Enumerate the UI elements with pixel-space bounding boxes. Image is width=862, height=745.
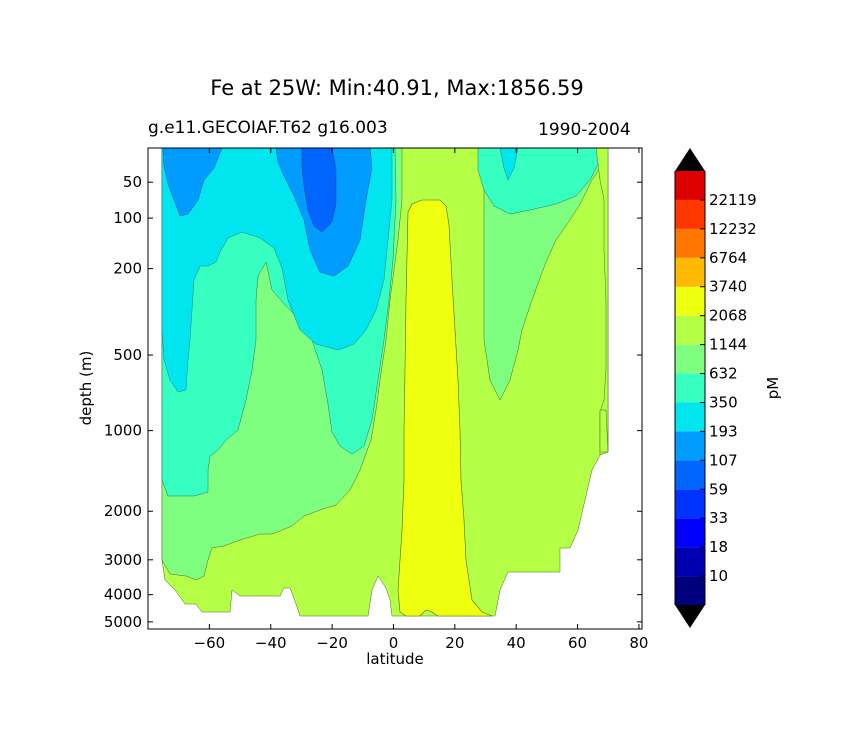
y-axis-ticks: 50 100 200 500 1000 2000 3000 4000 5000 [104, 173, 642, 631]
colorbar-tick-label: 6764 [709, 249, 747, 267]
field-band-33-59 [301, 148, 337, 233]
colorbar-tick-label: 10 [709, 567, 728, 585]
x-tick-label: −40 [255, 634, 287, 652]
axes [147, 147, 643, 630]
colorbar-ticks: 10 18 33 59 107 193 350 632 1144 2068 3740 6764 1223… [700, 191, 757, 585]
colorbar-segment [675, 547, 705, 577]
colorbar-segment [675, 402, 705, 432]
colorbar-segment [675, 431, 705, 461]
chart-subtitle-right: 1990-2004 [538, 120, 631, 140]
y-tick-label: 200 [113, 260, 142, 278]
y-tick-label: 2000 [104, 502, 142, 520]
colorbar-tick-label: 33 [709, 509, 728, 527]
colorbar [674, 148, 706, 628]
colorbar-segment [675, 344, 705, 374]
colorbar-tick-label: 107 [709, 451, 738, 469]
colorbar-tick-label: 350 [709, 393, 738, 411]
y-tick-label: 1000 [104, 422, 142, 440]
colorbar-segment [675, 228, 705, 258]
x-tick-label: 40 [507, 634, 526, 652]
colorbar-under-triangle [675, 605, 705, 628]
y-tick-label: 500 [113, 346, 142, 364]
y-tick-label: 50 [123, 173, 142, 191]
colorbar-segment [675, 315, 705, 345]
x-tick-label: 20 [445, 634, 464, 652]
colorbar-tick-label: 632 [709, 365, 738, 383]
colorbar-segment [675, 171, 705, 200]
y-tick-label: 3000 [104, 551, 142, 569]
contour-field [161, 148, 609, 617]
x-tick-label: 0 [389, 634, 399, 652]
colorbar-segment [675, 373, 705, 403]
y-tick-label: 5000 [104, 613, 142, 631]
y-tick-label: 4000 [104, 586, 142, 604]
colorbar-over-triangle [675, 148, 705, 171]
colorbar-segment [675, 286, 705, 316]
colorbar-tick-label: 2068 [709, 307, 747, 325]
colorbar-tick-label: 193 [709, 422, 738, 440]
x-axis-label: latitude [366, 650, 424, 668]
chart-title: Fe at 25W: Min:40.91, Max:1856.59 [210, 76, 584, 100]
colorbar-segment [675, 518, 705, 548]
field-band-small-edge-a [595, 148, 609, 456]
x-tick-label: −20 [316, 634, 348, 652]
colorbar-tick-label: 18 [709, 538, 728, 556]
chart-subtitle-left: g.e11.GECOIAF.T62 g16.003 [148, 118, 388, 138]
colorbar-segment [675, 489, 705, 519]
x-tick-label: −60 [194, 634, 226, 652]
field-band-small-edge-b [599, 409, 609, 453]
colorbar-outline [674, 171, 706, 605]
colorbar-segment [675, 199, 705, 229]
plot-frame [147, 147, 643, 630]
colorbar-tick-label: 59 [709, 480, 728, 498]
colorbar-tick-label: 22119 [709, 191, 757, 209]
field-band-1144-2068 [397, 199, 493, 617]
x-tick-label: 60 [568, 634, 587, 652]
x-axis-ticks: −60 −40 −20 0 20 40 60 80 [194, 148, 648, 652]
colorbar-tick-label: 1144 [709, 336, 747, 354]
colorbar-segment [675, 460, 705, 490]
colorbar-tick-label: 3740 [709, 278, 747, 296]
colorbar-segment [675, 257, 705, 287]
y-tick-label: 100 [113, 209, 142, 227]
colorbar-tick-label: 12232 [709, 220, 757, 238]
colorbar-segment [675, 576, 705, 605]
x-tick-label: 80 [629, 634, 648, 652]
